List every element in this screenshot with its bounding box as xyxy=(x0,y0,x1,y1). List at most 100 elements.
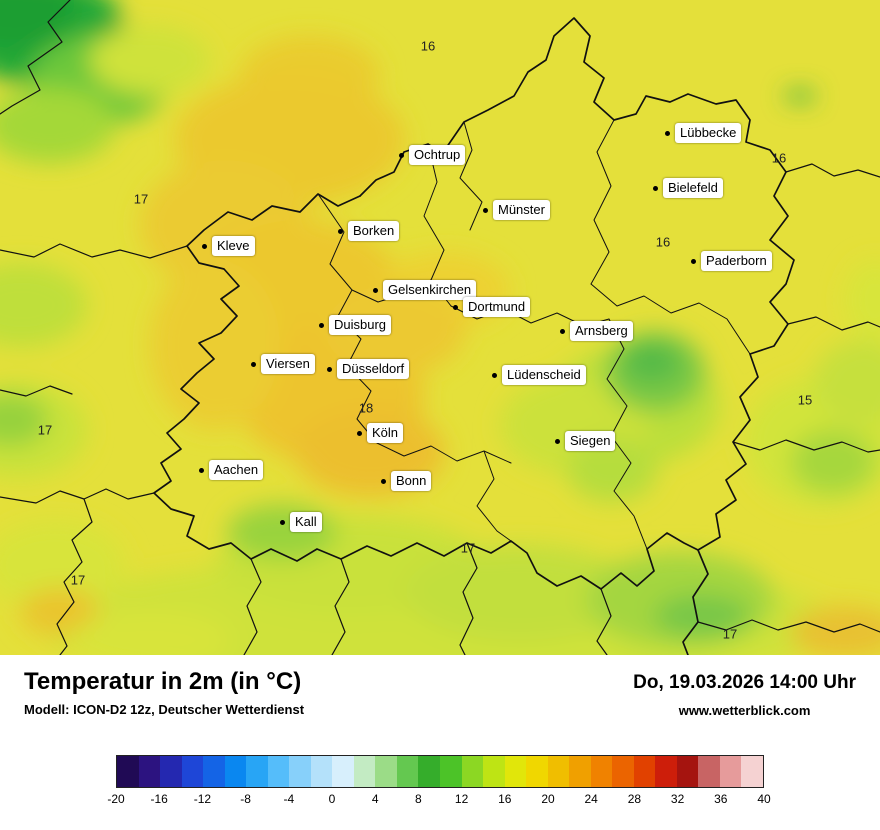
city-dot xyxy=(199,467,204,473)
scale-labels: -20 -16 -12 -8 -4 0 4 8 12 16 20 24 28 32 36 40 xyxy=(107,792,770,808)
scale-segment xyxy=(138,756,161,787)
scale-segment xyxy=(483,756,505,787)
temperature-value-label: 17 xyxy=(133,191,149,207)
city-dot xyxy=(357,430,362,436)
city-dot xyxy=(665,130,670,136)
city-dot xyxy=(560,328,565,334)
scale-tick-label: 20 xyxy=(541,792,555,806)
scale-segment xyxy=(224,756,247,787)
scale-tick-label: -16 xyxy=(150,792,168,806)
city-label: Dortmund xyxy=(463,297,531,317)
city-label: Arnsberg xyxy=(570,321,633,341)
scale-segment xyxy=(590,756,613,787)
scale-segment xyxy=(526,756,548,787)
map-graphic xyxy=(0,0,880,655)
city-marker-kleve: Kleve xyxy=(202,236,255,256)
city-label: Siegen xyxy=(565,431,616,451)
city-label: Viersen xyxy=(261,354,315,374)
scale-segment xyxy=(439,756,462,787)
scale-segment xyxy=(246,756,268,787)
scale-tick-label: 24 xyxy=(584,792,598,806)
scale-tick-label: 28 xyxy=(627,792,642,806)
city-marker-viersen: Viersen xyxy=(251,354,315,374)
scale-segment xyxy=(181,756,204,787)
scale-tick-label: 36 xyxy=(714,792,728,806)
scale-segment xyxy=(633,756,656,787)
scale-segment xyxy=(375,756,397,787)
city-dot xyxy=(251,361,256,367)
city-dot xyxy=(319,322,324,328)
scale-segment xyxy=(203,756,225,787)
city-marker-l-bbecke: Lübbecke xyxy=(665,123,742,143)
scale-tick-label: -12 xyxy=(193,792,212,806)
scale-bar xyxy=(116,755,764,788)
city-label: Lüdenscheid xyxy=(502,365,586,385)
scale-tick-label: 32 xyxy=(670,792,685,806)
scale-segment xyxy=(547,756,570,787)
scale-tick-label: 0 xyxy=(328,792,336,806)
city-marker-paderborn: Paderborn xyxy=(691,251,772,271)
scale-segment xyxy=(418,756,440,787)
page-title: Temperatur in 2m (in °C) xyxy=(24,668,302,695)
temperature-value-label: 17 xyxy=(460,540,476,556)
scale-segment xyxy=(461,756,484,787)
scale-tick-label: -8 xyxy=(240,792,251,806)
city-dot xyxy=(453,304,458,310)
city-marker-d-sseldorf: Düsseldorf xyxy=(327,359,410,379)
city-label: Bielefeld xyxy=(663,178,723,198)
temperature-value-label: 17 xyxy=(37,422,53,438)
scale-segment xyxy=(719,756,742,787)
city-marker-m-nster: Münster xyxy=(483,200,550,220)
model-info: Modell: ICON-D2 12z, Deutscher Wetterdie… xyxy=(24,702,305,718)
scale-segment xyxy=(117,756,139,787)
scale-tick-label: 40 xyxy=(757,792,771,806)
temperature-value-label: 16 xyxy=(771,150,787,166)
scale-tick-label: -20 xyxy=(107,792,125,806)
city-marker-bielefeld: Bielefeld xyxy=(653,178,723,198)
city-marker-l-denscheid: Lüdenscheid xyxy=(492,365,586,385)
scale-segment xyxy=(160,756,182,787)
city-label: Gelsenkirchen xyxy=(383,280,477,300)
scale-segment xyxy=(676,756,699,787)
scale-segment xyxy=(289,756,311,787)
scale-segment xyxy=(310,756,333,787)
city-dot xyxy=(555,438,560,444)
city-marker-bonn: Bonn xyxy=(381,471,432,491)
temperature-value-label: 17 xyxy=(70,572,86,588)
scale-tick-label: 8 xyxy=(415,792,422,806)
scale-segment xyxy=(396,756,419,787)
city-label: Paderborn xyxy=(701,251,772,271)
city-marker-k-ln: Köln xyxy=(357,423,404,443)
scale-tick-label: 4 xyxy=(371,792,379,806)
city-dot xyxy=(483,207,488,213)
city-label: Düsseldorf xyxy=(337,359,410,379)
footer-text-row: Temperatur in 2m (in °C) Modell: ICON-D2… xyxy=(0,655,880,718)
scale-segment xyxy=(569,756,591,787)
city-label: Ochtrup xyxy=(409,145,466,165)
temperature-value-label: 15 xyxy=(797,392,813,408)
forecast-datetime: Do, 19.03.2026 14:00 Uhr xyxy=(633,672,856,693)
city-marker-siegen: Siegen xyxy=(555,431,616,451)
city-label: Lübbecke xyxy=(675,123,742,143)
temperature-value-label: 16 xyxy=(420,38,436,54)
city-marker-gelsenkirchen: Gelsenkirchen xyxy=(373,280,477,300)
city-label: Kall xyxy=(290,512,322,532)
city-dot xyxy=(691,258,696,264)
city-label: Münster xyxy=(493,200,550,220)
city-marker-duisburg: Duisburg xyxy=(319,315,392,335)
scale-tick-label: 12 xyxy=(454,792,469,806)
city-marker-dortmund: Dortmund xyxy=(453,297,531,317)
city-marker-aachen: Aachen xyxy=(199,460,264,480)
scale-segment xyxy=(612,756,634,787)
city-dot xyxy=(327,366,332,372)
scale-tick-label: -4 xyxy=(283,792,295,806)
city-marker-kall: Kall xyxy=(280,512,322,532)
scale-segment xyxy=(504,756,527,787)
city-dot xyxy=(280,519,285,525)
city-marker-ochtrup: Ochtrup xyxy=(399,145,466,165)
city-dot xyxy=(338,228,343,234)
scale-segment xyxy=(332,756,354,787)
city-label: Bonn xyxy=(391,471,432,491)
city-label: Borken xyxy=(348,221,400,241)
